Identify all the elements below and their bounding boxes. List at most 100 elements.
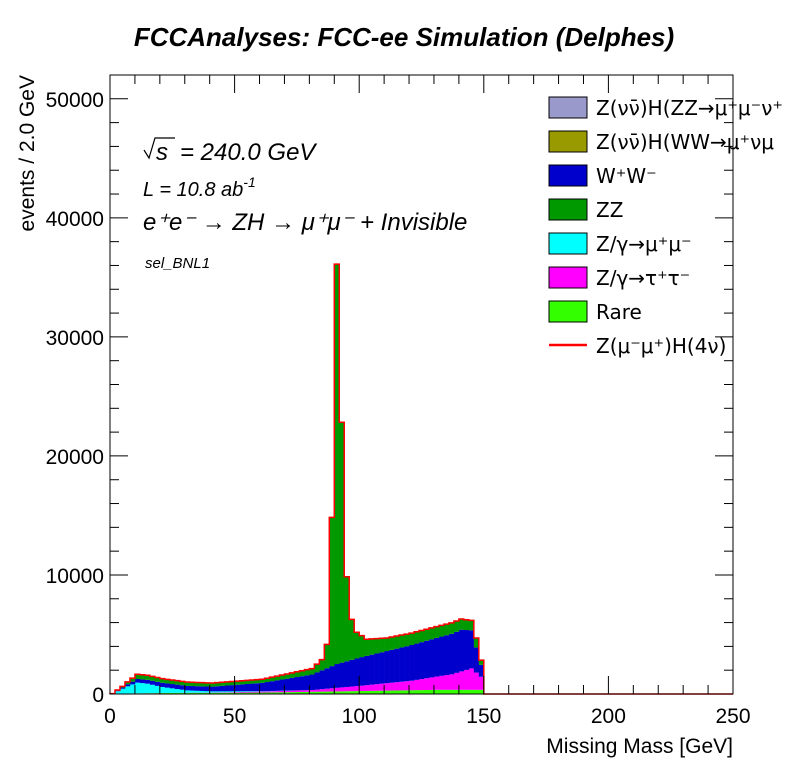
bar-rare (394, 690, 400, 694)
bar-w-w- (384, 651, 390, 684)
bar-rare (428, 689, 435, 694)
bar-w-w- (369, 654, 375, 685)
bar-rare (314, 691, 320, 694)
bar-z- (209, 691, 215, 693)
bar-w-w- (159, 682, 166, 687)
bar-z- (284, 690, 290, 693)
bar-rare (264, 692, 270, 694)
bar-w-w- (433, 637, 440, 677)
bar-rare (433, 689, 440, 694)
bar-zz (354, 632, 360, 659)
legend-swatch (548, 300, 588, 323)
bar-z- (369, 684, 375, 691)
bar-rare (448, 689, 455, 694)
bar-zz (164, 679, 171, 684)
bar-w-w- (289, 677, 295, 691)
bar-w-w- (274, 680, 280, 691)
bar-w-w- (294, 677, 300, 691)
bar-w-w- (428, 639, 435, 678)
axis-ticks (109, 74, 734, 695)
signal-line (109, 263, 733, 695)
bar-z- (259, 691, 265, 693)
bar-w-w- (154, 681, 161, 686)
bar-zz (294, 671, 300, 678)
bar-z- (419, 679, 425, 691)
bar-zz (473, 638, 480, 648)
bar-zz (379, 638, 385, 653)
bar-rare (224, 692, 230, 694)
bar-w-w- (114, 690, 121, 692)
bar-w-w- (139, 679, 146, 684)
bar-zz (179, 681, 186, 686)
bar-z- (214, 691, 220, 693)
bar-zz (478, 660, 485, 665)
bar-w-w- (359, 657, 365, 686)
x-axis-label: Missing Mass [GeV] (546, 735, 733, 758)
bar-rare (294, 692, 300, 694)
bar-w-w- (414, 643, 420, 680)
bar-w-w- (264, 682, 270, 692)
bar-w-w- (304, 675, 310, 691)
bar-w-w- (374, 653, 380, 685)
legend-label: Z(μ⁻μ⁺)H(4ν) (596, 334, 726, 358)
legend-label: Z(νν̄)H(WW→μ⁺νμ (596, 130, 774, 154)
bar-rare (274, 692, 280, 694)
bar-rare (443, 689, 450, 694)
bar-rare (404, 690, 410, 694)
bar-z- (423, 678, 430, 690)
bar-rare (438, 689, 445, 694)
bar-z- (219, 691, 225, 693)
bar-w-w- (324, 668, 330, 689)
bar-z- (119, 688, 126, 694)
bar-w-w- (214, 686, 220, 692)
bar-w-w- (419, 642, 425, 680)
bar-zz (289, 672, 295, 678)
bar-z- (184, 690, 191, 693)
bar-w-w- (438, 636, 445, 676)
bar-w-w- (379, 652, 385, 684)
bar-zz (259, 679, 265, 683)
bar-w-w- (174, 684, 181, 690)
bar-z- (129, 684, 136, 694)
bar-z- (204, 691, 210, 693)
bar-w-w- (119, 687, 126, 689)
bar-w-w- (478, 664, 485, 677)
bar-z- (234, 691, 240, 693)
bar-z- (433, 676, 440, 690)
bar-w-w- (399, 647, 405, 682)
bar-w-w- (229, 685, 235, 692)
bar-zz (264, 678, 270, 683)
bar-rare (458, 689, 465, 694)
bar-w-w- (299, 676, 305, 691)
bar-zz (329, 517, 335, 667)
bar-zz (384, 637, 390, 652)
bar-zz (309, 668, 315, 675)
y-tick-label: 50000 (46, 89, 104, 112)
bar-zz (199, 682, 205, 687)
bar-rare (189, 692, 196, 694)
bar-zz (468, 620, 475, 631)
bar-z- (179, 689, 186, 693)
bar-zz (423, 629, 430, 641)
x-tick-label: 250 (715, 705, 750, 728)
bar-w-w- (129, 681, 136, 685)
bar-rare (279, 692, 285, 694)
bar-z- (294, 690, 300, 693)
bar-zz (324, 644, 330, 669)
bar-rare (254, 692, 260, 694)
bar-rare (249, 692, 255, 694)
bar-w-w- (409, 644, 415, 681)
bar-zz (314, 664, 320, 673)
y-axis-label: events / 2.0 GeV (16, 75, 39, 231)
bar-rare (219, 692, 225, 694)
bar-w-w- (448, 633, 455, 675)
bar-z- (478, 676, 485, 690)
bar-z- (269, 691, 275, 693)
bar-zz (409, 633, 415, 645)
bar-z- (144, 683, 151, 694)
bar-z- (159, 686, 166, 693)
bar-z- (189, 690, 196, 693)
bar-rare (319, 691, 325, 694)
bar-rare (204, 692, 210, 694)
